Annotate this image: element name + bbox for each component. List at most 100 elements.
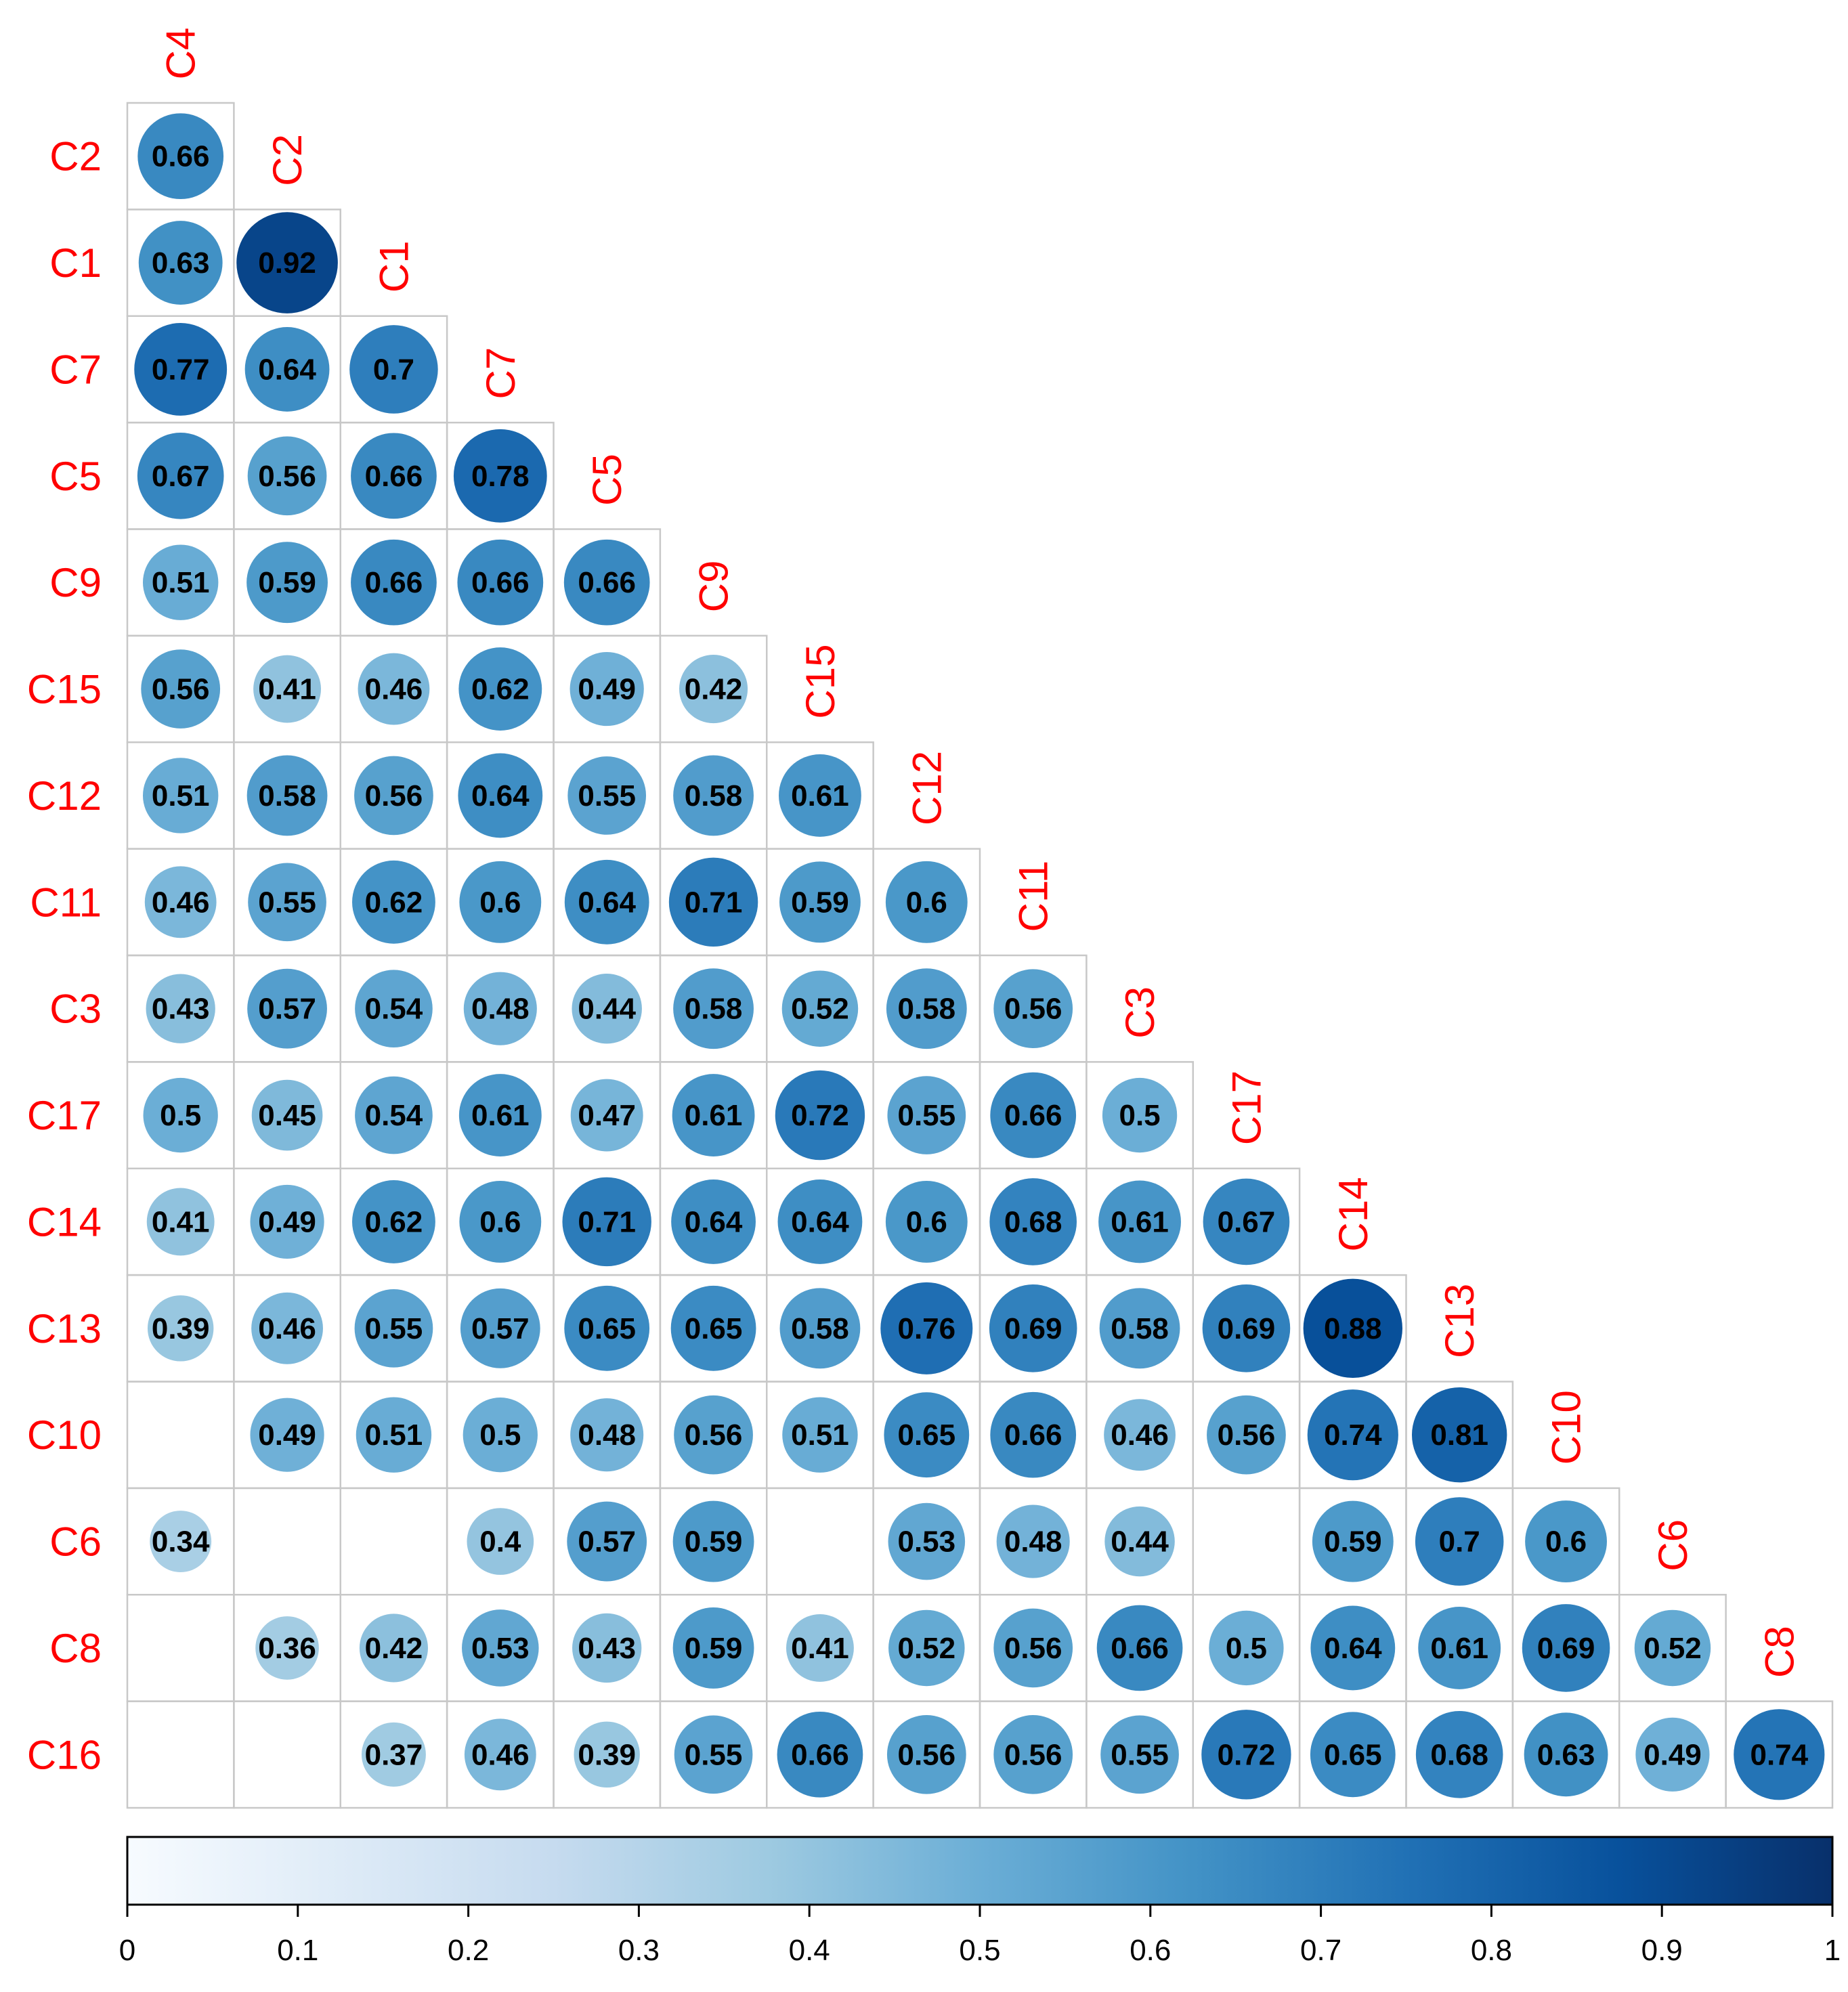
correlation-value: 0.51 [152, 566, 210, 599]
column-label: C14 [1331, 1177, 1376, 1251]
correlation-circle [574, 1721, 640, 1788]
correlation-value: 0.46 [258, 1312, 316, 1345]
correlation-circle [1415, 1497, 1504, 1586]
correlation-value: 0.69 [1004, 1312, 1062, 1345]
correlation-value: 0.7 [1439, 1525, 1480, 1559]
correlation-circle [244, 327, 330, 412]
correlation-value: 0.71 [578, 1205, 636, 1238]
correlation-value: 0.43 [578, 1632, 636, 1665]
correlation-circle [352, 860, 435, 944]
correlation-circle [1418, 1607, 1501, 1689]
correlation-circle [1307, 1389, 1398, 1481]
grid-cell [1192, 1487, 1301, 1596]
row-label: C12 [27, 773, 102, 819]
correlation-circle [463, 1398, 538, 1473]
correlation-value: 0.78 [471, 460, 530, 493]
column-label: C7 [478, 347, 523, 399]
colorbar-tick-label: 0.2 [448, 1934, 489, 1967]
correlation-circle [570, 651, 644, 727]
correlation-circle [1522, 1604, 1610, 1692]
correlation-circle [996, 1504, 1070, 1578]
correlation-value: 0.65 [897, 1419, 955, 1452]
correlation-circle [464, 1718, 536, 1791]
correlation-circle [672, 1500, 754, 1582]
column-label: C4 [158, 28, 204, 80]
correlation-value: 0.56 [897, 1738, 955, 1771]
correlation-value: 0.49 [258, 1205, 316, 1238]
correlation-value: 0.52 [897, 1632, 955, 1665]
correlation-value: 0.55 [578, 779, 636, 813]
correlation-value: 0.4 [479, 1525, 521, 1559]
correlation-value: 0.66 [471, 566, 530, 599]
row-label: C17 [27, 1093, 102, 1138]
correlation-value: 0.64 [471, 779, 530, 813]
correlation-circle [993, 969, 1073, 1049]
correlation-circle [567, 756, 647, 835]
column-label: C11 [1011, 861, 1056, 932]
correlation-value: 0.58 [897, 993, 955, 1026]
correlation-circle [361, 1722, 426, 1787]
row-label: C13 [27, 1306, 102, 1351]
correlation-value: 0.51 [365, 1419, 423, 1452]
column-label: C8 [1757, 1626, 1802, 1678]
colorbar-tick-label: 0.4 [789, 1934, 830, 1967]
correlation-value: 0.36 [258, 1632, 316, 1665]
correlation-value: 0.57 [578, 1525, 636, 1559]
correlation-circle [989, 1178, 1077, 1265]
row-label: C14 [27, 1199, 102, 1244]
colorbar-tick-label: 0.6 [1130, 1934, 1171, 1967]
correlation-value: 0.6 [906, 1205, 947, 1238]
correlation-value: 0.64 [1324, 1632, 1382, 1665]
correlation-value: 0.63 [1537, 1738, 1595, 1771]
correlation-circle [779, 1288, 861, 1369]
correlation-value: 0.56 [365, 779, 423, 813]
row-label: C9 [49, 560, 102, 605]
correlation-circle [989, 1284, 1077, 1372]
grid-cell [339, 1487, 448, 1596]
correlation-circle [458, 647, 542, 731]
correlation-value: 0.53 [897, 1525, 955, 1559]
colorbar-tick-label: 0.3 [618, 1934, 660, 1967]
correlation-value: 0.34 [152, 1525, 210, 1559]
correlation-circle [886, 1714, 966, 1794]
correlation-value: 0.42 [365, 1632, 423, 1665]
correlation-value: 0.66 [1004, 1419, 1062, 1452]
column-labels: C4 C2 C1 C7 C5 C9 C15 C12 C11 C3 C17 C14 C13 C10 C6 C8 [158, 28, 1803, 1678]
row-label: C11 [30, 880, 102, 925]
correlation-circle [572, 1613, 642, 1683]
row-label: C15 [27, 667, 102, 712]
correlation-value: 0.55 [1111, 1738, 1169, 1771]
correlation-value: 0.48 [578, 1419, 636, 1452]
correlation-circle [570, 1398, 644, 1472]
correlation-value: 0.69 [1218, 1312, 1276, 1345]
correlation-circle [236, 212, 338, 313]
correlation-circle [358, 653, 430, 725]
correlation-circle [1415, 1710, 1503, 1798]
correlation-circle [777, 1179, 863, 1264]
correlation-circle [1098, 1180, 1181, 1263]
correlation-value: 0.92 [258, 246, 316, 280]
correlation-circle [255, 1616, 319, 1680]
correlation-value: 0.65 [685, 1312, 743, 1345]
correlation-value: 0.58 [258, 779, 316, 813]
correlation-circle [248, 863, 326, 942]
correlation-value: 0.67 [152, 460, 210, 493]
correlation-value: 0.46 [152, 886, 210, 919]
correlation-circle [352, 1180, 435, 1263]
correlation-value: 0.37 [365, 1738, 423, 1771]
correlation-value: 0.46 [471, 1738, 530, 1771]
correlation-circle [246, 755, 328, 836]
correlation-value: 0.81 [1430, 1419, 1488, 1452]
correlation-circle [670, 1285, 756, 1371]
correlation-circle [142, 544, 219, 620]
correlation-circle [147, 1295, 214, 1362]
row-label: C3 [49, 987, 102, 1032]
correlation-value: 0.62 [365, 1205, 423, 1238]
correlation-value: 0.66 [1004, 1099, 1062, 1132]
grid-cell [126, 1381, 235, 1490]
correlation-circle [885, 1181, 968, 1263]
correlation-value: 0.5 [160, 1099, 201, 1132]
correlation-circle [137, 432, 224, 519]
correlation-circle [458, 1074, 542, 1156]
row-label: C6 [49, 1519, 102, 1565]
